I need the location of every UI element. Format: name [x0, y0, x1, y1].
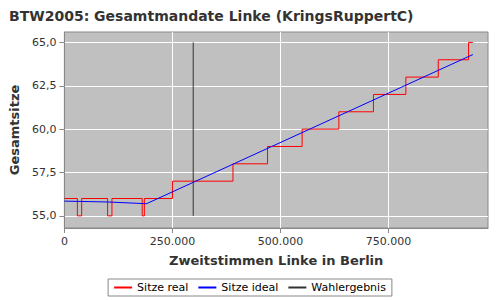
svg-text:60,0: 60,0: [32, 123, 57, 136]
svg-text:750.000: 750.000: [366, 235, 412, 248]
svg-text:62,5: 62,5: [32, 79, 57, 92]
svg-text:Zweitstimmen Linke in Berlin: Zweitstimmen Linke in Berlin: [169, 253, 383, 268]
svg-text:65,0: 65,0: [32, 36, 57, 49]
svg-text:500.000: 500.000: [258, 235, 304, 248]
svg-text:57,5: 57,5: [32, 166, 57, 179]
svg-text:Gesamtsitze: Gesamtsitze: [7, 85, 22, 176]
svg-text:Wahlergebnis: Wahlergebnis: [311, 281, 386, 294]
svg-text:Sitze ideal: Sitze ideal: [221, 281, 278, 294]
svg-text:250.000: 250.000: [150, 235, 196, 248]
svg-text:Sitze real: Sitze real: [137, 281, 188, 294]
svg-text:55,0: 55,0: [32, 209, 57, 222]
svg-text:BTW2005: Gesamtmandate Linke (: BTW2005: Gesamtmandate Linke (KringsRupp…: [9, 8, 414, 24]
svg-text:0: 0: [61, 235, 68, 248]
